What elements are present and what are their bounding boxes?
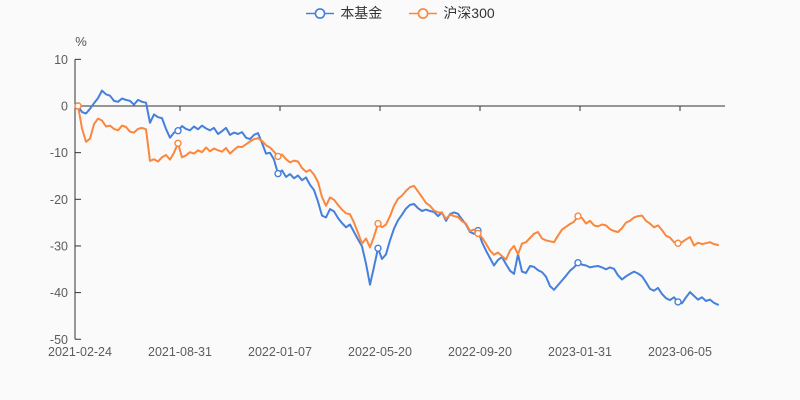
- series-line-fund[interactable]: [77, 89, 719, 306]
- legend-line-circle-icon: [305, 7, 335, 20]
- data-point-marker: [374, 219, 382, 228]
- data-point-marker: [174, 139, 182, 148]
- x-axis-label: 2023-06-05: [648, 345, 712, 359]
- data-point-marker: [174, 126, 182, 135]
- x-axis-label: 2022-09-20: [448, 345, 512, 359]
- data-point-marker: [674, 298, 682, 306]
- data-point-marker: [274, 152, 282, 161]
- chart-legend: 本基金 沪深300: [0, 4, 800, 22]
- data-point-marker: [574, 212, 582, 220]
- data-point-marker: [374, 244, 382, 253]
- y-axis-label: -30: [50, 239, 68, 253]
- y-axis-label: -50: [50, 333, 68, 347]
- legend-label-csi300: 沪深300: [443, 5, 495, 21]
- data-point-marker: [574, 259, 582, 267]
- x-axis-label: 2023-01-31: [548, 345, 612, 359]
- data-point-marker: [674, 239, 682, 247]
- y-axis-label: 10: [54, 53, 68, 67]
- x-axis-label: 2022-01-07: [248, 345, 312, 359]
- y-axis-label: -40: [50, 286, 68, 300]
- data-point-marker: [274, 169, 282, 178]
- legend-label-fund: 本基金: [340, 5, 383, 21]
- legend-item-csi300[interactable]: 沪深300: [408, 4, 495, 22]
- y-axis-label: 0: [61, 100, 68, 114]
- y-axis-label: -20: [50, 193, 68, 207]
- series-line-csi300[interactable]: [77, 105, 719, 261]
- x-axis-label: 2021-08-31: [148, 345, 212, 359]
- data-point-marker: [474, 229, 482, 238]
- y-axis-unit-label: %: [75, 34, 87, 49]
- x-axis-label: 2022-05-20: [348, 345, 412, 359]
- legend-item-fund[interactable]: 本基金: [305, 4, 382, 22]
- data-point-marker: [74, 102, 82, 110]
- legend-line-circle-icon: [408, 7, 438, 20]
- x-axis-label: 2021-02-24: [48, 345, 112, 359]
- y-axis-label: -10: [50, 146, 68, 160]
